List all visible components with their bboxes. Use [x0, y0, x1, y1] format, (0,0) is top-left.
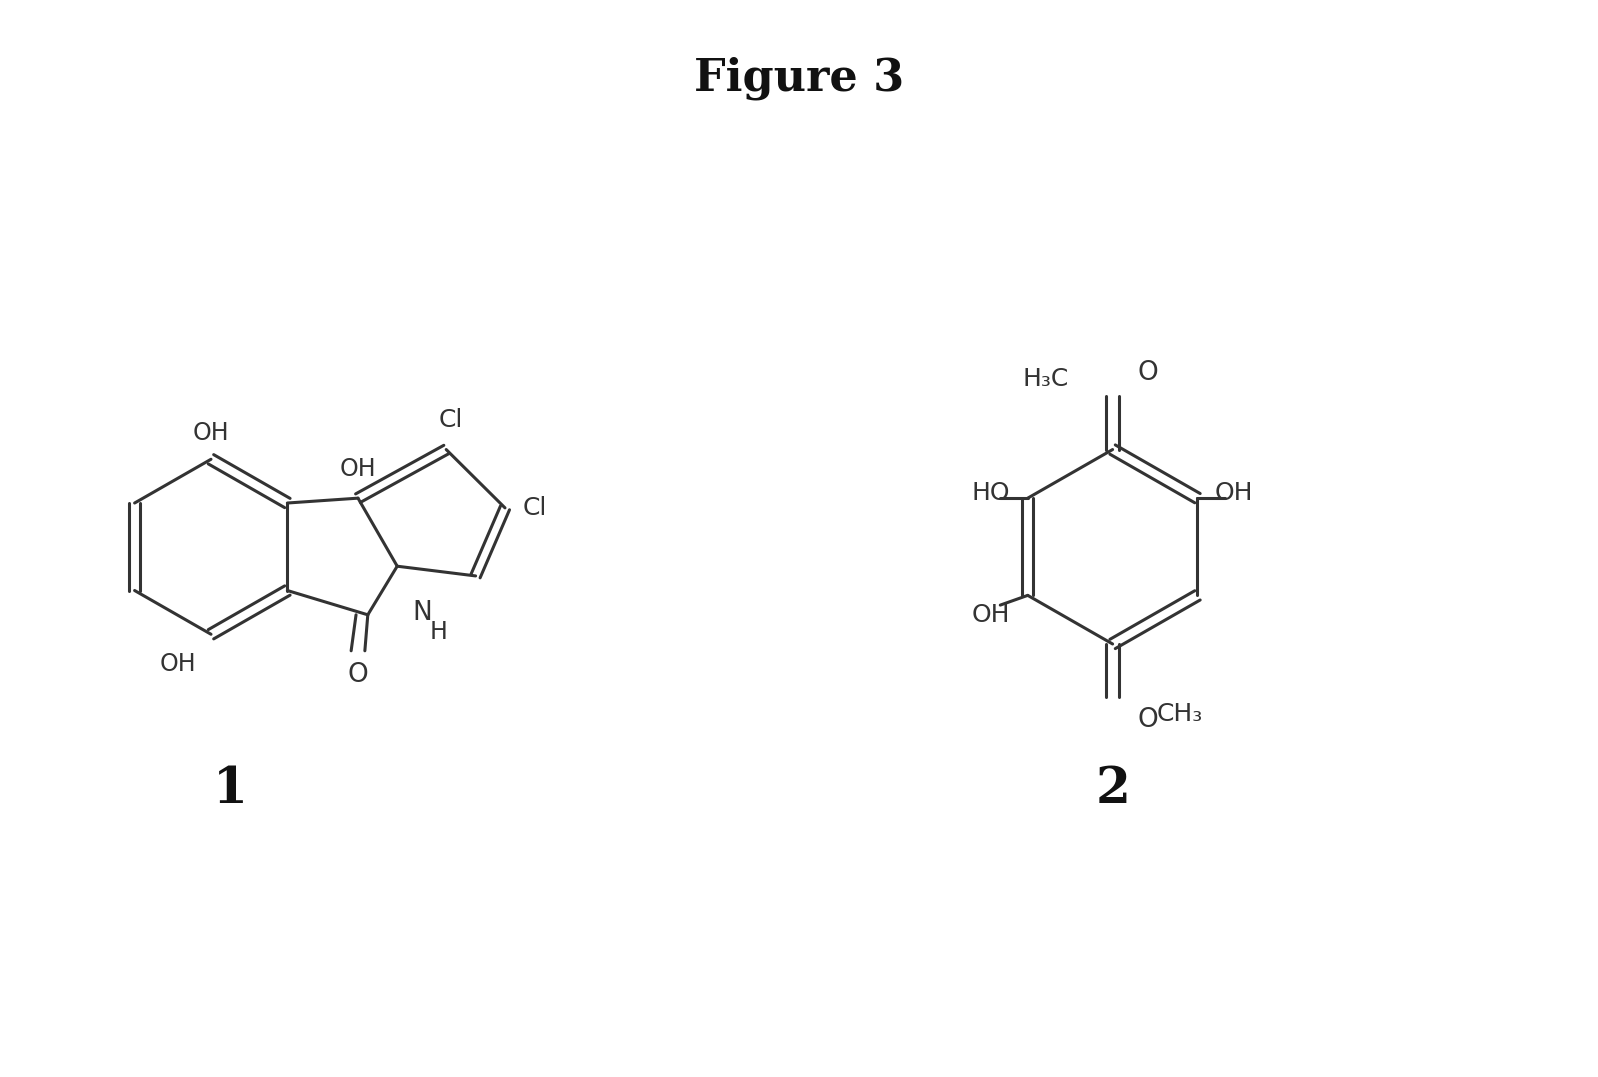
Text: 2: 2 — [1095, 766, 1130, 814]
Text: O: O — [1138, 708, 1159, 733]
Text: HO: HO — [972, 481, 1010, 505]
Text: CH₃: CH₃ — [1157, 702, 1203, 726]
Text: OH: OH — [972, 603, 1010, 627]
Text: Cl: Cl — [523, 495, 547, 520]
Text: N: N — [412, 600, 431, 626]
Text: H₃C: H₃C — [1023, 367, 1069, 391]
Text: O: O — [1138, 361, 1159, 387]
Text: Cl: Cl — [439, 408, 463, 432]
Text: OH: OH — [160, 652, 197, 675]
Text: Figure 3: Figure 3 — [694, 57, 904, 100]
Text: OH: OH — [193, 421, 229, 445]
Text: H: H — [430, 619, 447, 644]
Text: OH: OH — [1214, 481, 1253, 505]
Text: O: O — [348, 662, 369, 688]
Text: 1: 1 — [213, 766, 248, 814]
Text: OH: OH — [340, 457, 376, 480]
